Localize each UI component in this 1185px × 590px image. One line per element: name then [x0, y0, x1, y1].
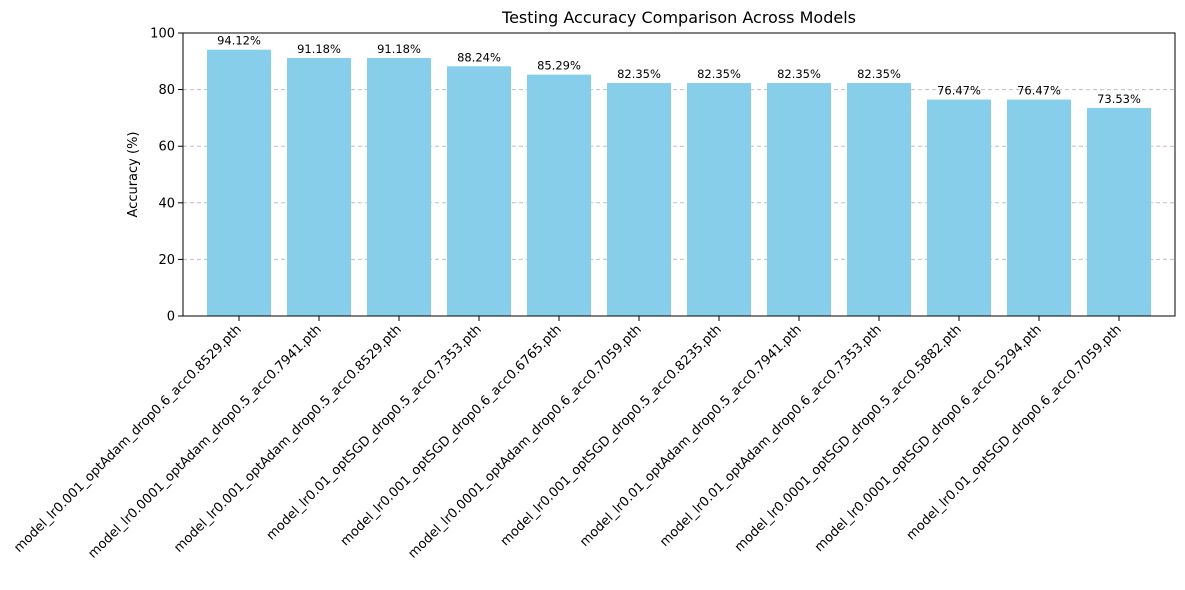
- y-tick-label: 0: [167, 310, 175, 325]
- bar-value-label: 91.18%: [297, 42, 341, 56]
- bar: [687, 82, 751, 317]
- chart-title: Testing Accuracy Comparison Across Model…: [501, 8, 856, 27]
- bar: [767, 82, 831, 317]
- bar: [527, 74, 591, 316]
- bar-value-label: 85.29%: [537, 59, 581, 73]
- bar-value-label: 82.35%: [617, 67, 661, 81]
- y-tick-label: 20: [158, 253, 175, 268]
- bar: [287, 57, 351, 316]
- bar: [607, 82, 671, 317]
- bar-value-label: 82.35%: [697, 67, 741, 81]
- bar-value-label: 91.18%: [377, 42, 421, 56]
- y-tick-label: 100: [150, 27, 175, 42]
- bar-value-label: 88.24%: [457, 50, 501, 64]
- bar: [1087, 107, 1151, 317]
- bar: [447, 66, 511, 317]
- plot-area-frame: [182, 32, 1176, 317]
- bars: [207, 49, 1151, 317]
- x-axis: model_lr0.001_optAdam_drop0.6_acc0.8529.…: [11, 316, 1125, 562]
- bar: [927, 99, 991, 316]
- bar-value-label: 82.35%: [777, 67, 821, 81]
- bar-value-label: 76.47%: [937, 84, 981, 98]
- bar: [847, 82, 911, 317]
- y-axis-label: Accuracy (%): [126, 132, 141, 218]
- bar: [207, 49, 271, 316]
- bar: [1007, 99, 1071, 316]
- data-labels: 94.12% 91.18% 91.18% 88.24% 85.29% 82.35% 82.3…: [217, 34, 1141, 106]
- y-tick-label: 80: [158, 83, 175, 98]
- y-tick-label: 40: [158, 196, 175, 211]
- bar: [367, 57, 431, 316]
- bar-value-label: 94.12%: [217, 34, 261, 48]
- y-axis: 0 20 40 60 80 100: [150, 27, 183, 325]
- bar-value-label: 76.47%: [1017, 84, 1061, 98]
- y-tick-label: 60: [158, 140, 175, 155]
- bar-value-label: 73.53%: [1097, 92, 1141, 106]
- bar-value-label: 82.35%: [857, 67, 901, 81]
